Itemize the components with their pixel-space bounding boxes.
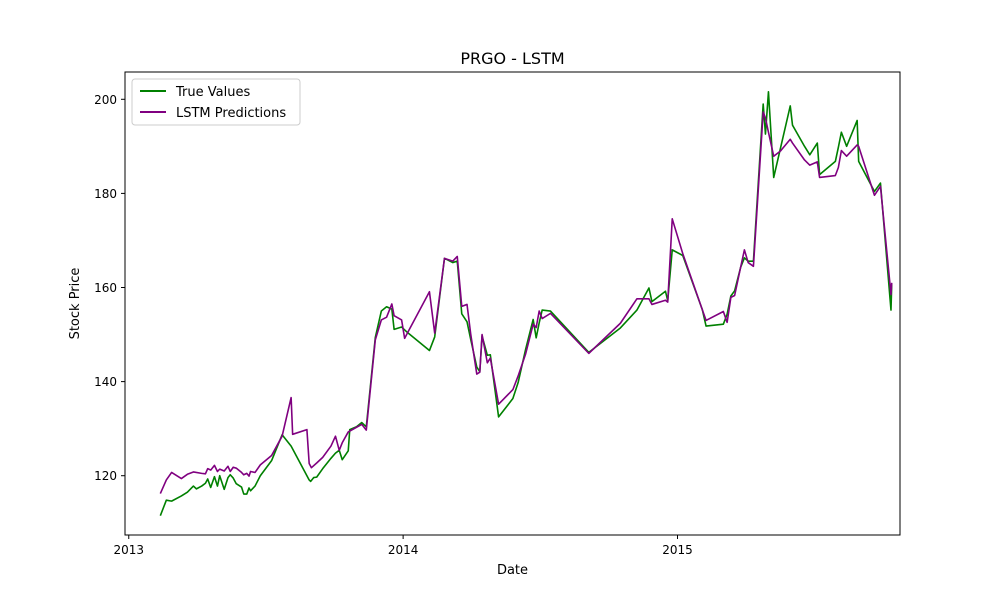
- y-tick-label: 140: [94, 375, 117, 389]
- x-axis-title: Date: [497, 563, 528, 578]
- plot-area: [124, 71, 901, 536]
- chart-title: PRGO - LSTM: [460, 49, 564, 68]
- x-tick-label: 2014: [388, 543, 419, 557]
- legend-label-true-values: True Values: [175, 85, 250, 100]
- x-tick-label: 2013: [113, 543, 144, 557]
- y-tick-label: 180: [94, 187, 117, 201]
- y-tick-label: 120: [94, 469, 117, 483]
- y-axis-title: Stock Price: [68, 268, 83, 340]
- legend-label-lstm-predictions: LSTM Predictions: [176, 106, 286, 121]
- y-tick-label: 200: [94, 93, 117, 107]
- series-line-true-values: [159, 90, 893, 516]
- series-line-lstm-predictions: [159, 111, 893, 494]
- series-layer: [159, 90, 893, 516]
- y-axis: 120 140 160 180 200: [94, 93, 125, 483]
- legend-box: [131, 78, 301, 126]
- x-axis: 2013 2014 2015: [113, 535, 693, 557]
- plot-frame: [124, 71, 901, 536]
- x-tick-label: 2015: [662, 543, 693, 557]
- y-tick-label: 160: [94, 281, 117, 295]
- legend: True Values LSTM Predictions: [131, 78, 301, 126]
